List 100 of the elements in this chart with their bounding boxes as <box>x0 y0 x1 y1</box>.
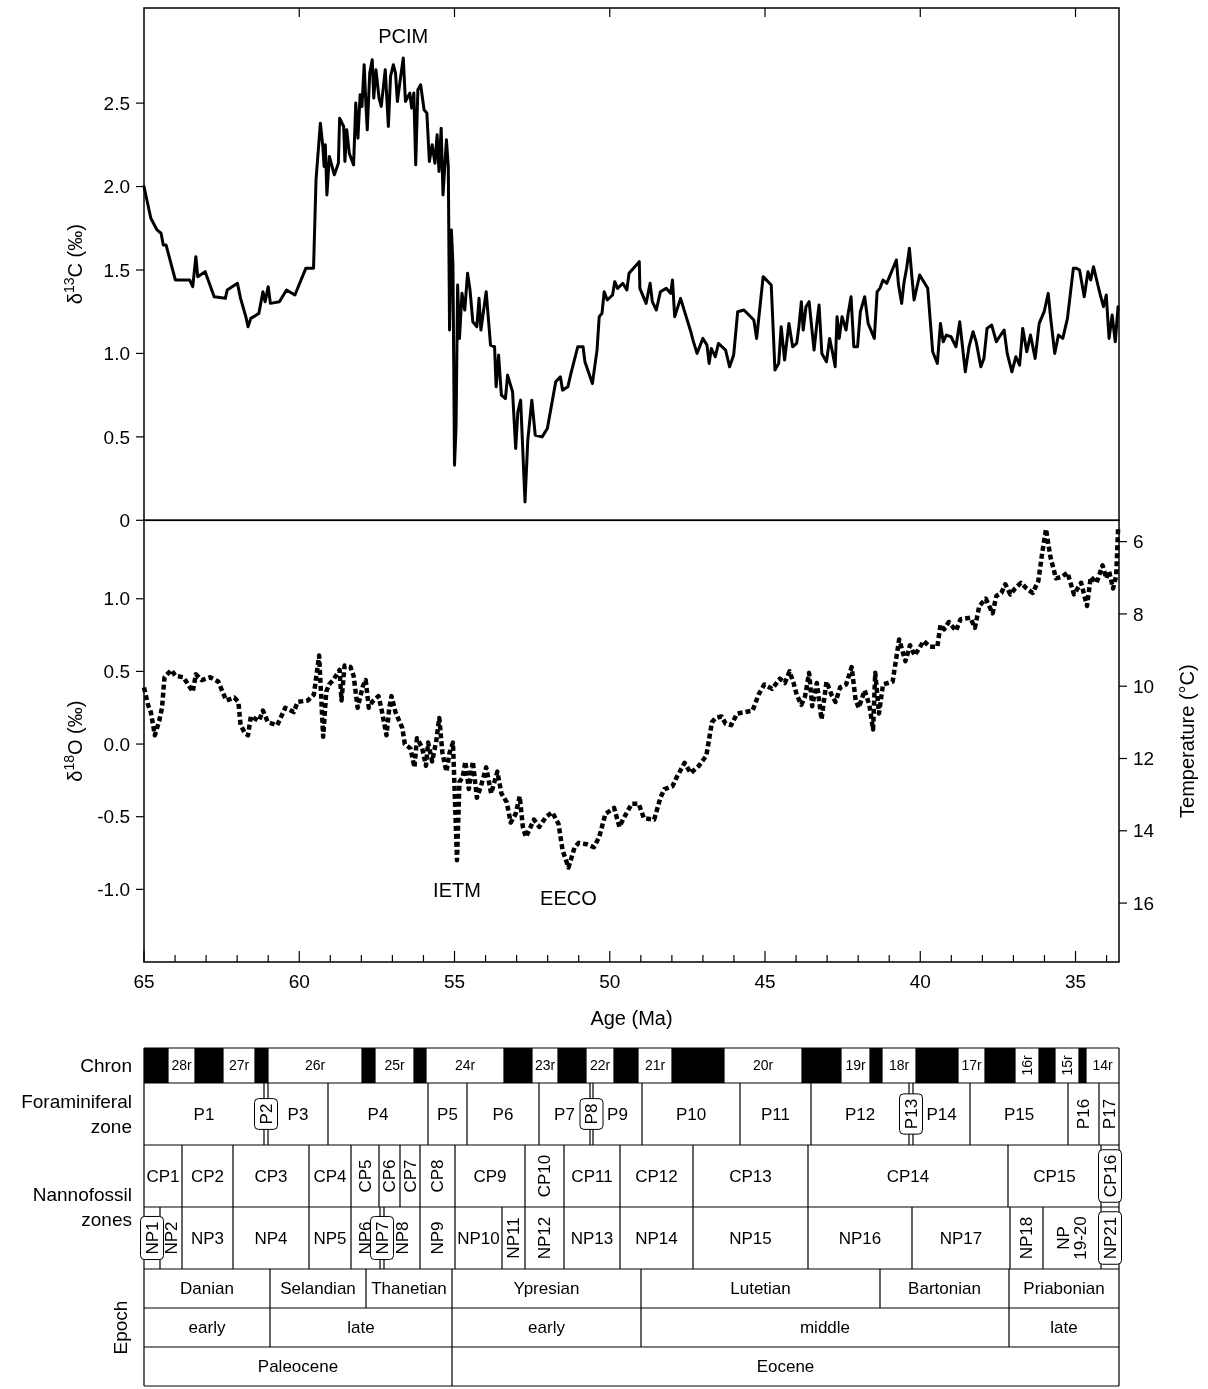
x-tick-label: 55 <box>443 971 466 992</box>
text: Selandian <box>280 1279 356 1299</box>
text: Danian <box>180 1279 234 1299</box>
text: P17 <box>1099 1098 1119 1130</box>
text: CP11 <box>571 1166 613 1186</box>
x-axis-title: Age (Ma) <box>590 1007 673 1029</box>
text: 19r <box>845 1057 866 1074</box>
text: CP2 <box>190 1166 225 1186</box>
y2-tick-label: 10 <box>1133 675 1155 697</box>
text: NP14 <box>635 1228 678 1248</box>
y2-axis-title: Temperature (°C) <box>1176 664 1198 818</box>
x-tick-label: 35 <box>1064 971 1087 992</box>
text: late <box>1050 1318 1078 1338</box>
text: P9 <box>607 1104 628 1124</box>
y-tick-label: 2.5 <box>103 92 130 114</box>
text: Priabonian <box>1023 1279 1105 1299</box>
text: early <box>528 1318 566 1338</box>
text: Bartonian <box>908 1279 981 1299</box>
text: 22r <box>589 1057 611 1074</box>
text: NP1 <box>142 1221 162 1255</box>
text: P13 <box>901 1098 921 1130</box>
text: P8 <box>582 1103 602 1125</box>
text: NP9 <box>428 1221 448 1255</box>
text: NP3 <box>190 1228 225 1248</box>
text: CP16 <box>1100 1154 1120 1198</box>
text: Chron <box>80 1055 132 1077</box>
text: Foraminiferal zone <box>21 1091 132 1138</box>
text: CP13 <box>729 1166 772 1186</box>
y2-tick-label: 16 <box>1133 892 1155 914</box>
text: 15r <box>1058 1055 1075 1076</box>
text: CP15 <box>1033 1166 1076 1186</box>
text: P15 <box>1003 1104 1035 1124</box>
y2-tick-label: 14 <box>1133 820 1155 842</box>
text: P16 <box>1074 1098 1094 1130</box>
text: CP8 <box>428 1159 448 1193</box>
text: CP14 <box>886 1166 930 1186</box>
annotation: EECO <box>540 886 597 909</box>
y-tick-label: 0.0 <box>103 733 130 755</box>
x-tick-label: 65 <box>133 971 155 992</box>
y-tick-label: -1.0 <box>97 879 130 900</box>
text: Ypresian <box>513 1279 580 1299</box>
text: CP6 <box>380 1159 400 1193</box>
text: P6 <box>492 1104 514 1124</box>
text: P10 <box>675 1104 707 1124</box>
text: P3 <box>287 1104 309 1124</box>
text: P4 <box>367 1104 389 1124</box>
y2-tick-label: 8 <box>1133 603 1144 625</box>
text: P7 <box>554 1104 575 1124</box>
text: NP2 <box>161 1221 181 1255</box>
y-tick-label: 1.5 <box>103 259 130 281</box>
text: 27r <box>228 1057 250 1074</box>
text: 24r <box>454 1057 476 1074</box>
text: NP7 <box>372 1221 392 1255</box>
y2-tick-label: 12 <box>1133 748 1155 770</box>
text: 16r <box>1018 1055 1035 1076</box>
text: NP17 <box>939 1228 983 1248</box>
text: Nannofossil zones <box>32 1184 132 1231</box>
x-tick-label: 50 <box>599 971 621 992</box>
text: 17r <box>961 1057 982 1074</box>
y-tick-label: 1.0 <box>103 588 130 610</box>
x-tick-label: 60 <box>288 971 310 992</box>
text: late <box>347 1318 375 1338</box>
text: NP18 <box>1017 1216 1037 1260</box>
text: NP8 <box>392 1221 412 1255</box>
text: 28r <box>171 1057 192 1074</box>
text: P5 <box>437 1104 458 1124</box>
text: NP4 <box>254 1228 288 1248</box>
annotation: PCIM <box>378 25 429 48</box>
text: Paleocene <box>257 1357 339 1377</box>
text: P14 <box>926 1104 957 1124</box>
text: 14r <box>1092 1057 1113 1074</box>
text: NP15 <box>729 1228 772 1248</box>
text: Epoch <box>109 1300 131 1355</box>
text: Eocene <box>756 1357 815 1377</box>
text: NP13 <box>570 1228 614 1248</box>
text: NP21 <box>1100 1216 1120 1260</box>
text: 18r <box>888 1057 910 1074</box>
y-tick-label: 0.5 <box>103 661 130 683</box>
text: P12 <box>844 1104 876 1124</box>
text: NP 19-20 <box>1054 1216 1091 1260</box>
text: 26r <box>304 1057 326 1074</box>
text: CP4 <box>313 1166 347 1186</box>
text: CP9 <box>473 1166 507 1186</box>
text: NP12 <box>535 1216 555 1260</box>
text: NP10 <box>457 1228 500 1248</box>
text: NP11 <box>504 1217 524 1259</box>
text: CP3 <box>254 1166 288 1186</box>
y-tick-label: 2.0 <box>103 176 130 198</box>
text: CP5 <box>355 1159 375 1193</box>
y-tick-label: -0.5 <box>97 806 130 828</box>
text: P1 <box>193 1104 215 1124</box>
x-tick-label: 45 <box>754 971 776 992</box>
text: P11 <box>761 1104 790 1124</box>
annotation: IETM <box>433 879 481 902</box>
y-tick-label: 0 <box>119 509 130 531</box>
text: Lutetian <box>730 1279 791 1299</box>
y-tick-label: 1.0 <box>103 343 130 365</box>
x-tick-label: 40 <box>909 971 931 992</box>
text: CP12 <box>635 1166 678 1186</box>
y2-tick-label: 6 <box>1133 531 1144 553</box>
